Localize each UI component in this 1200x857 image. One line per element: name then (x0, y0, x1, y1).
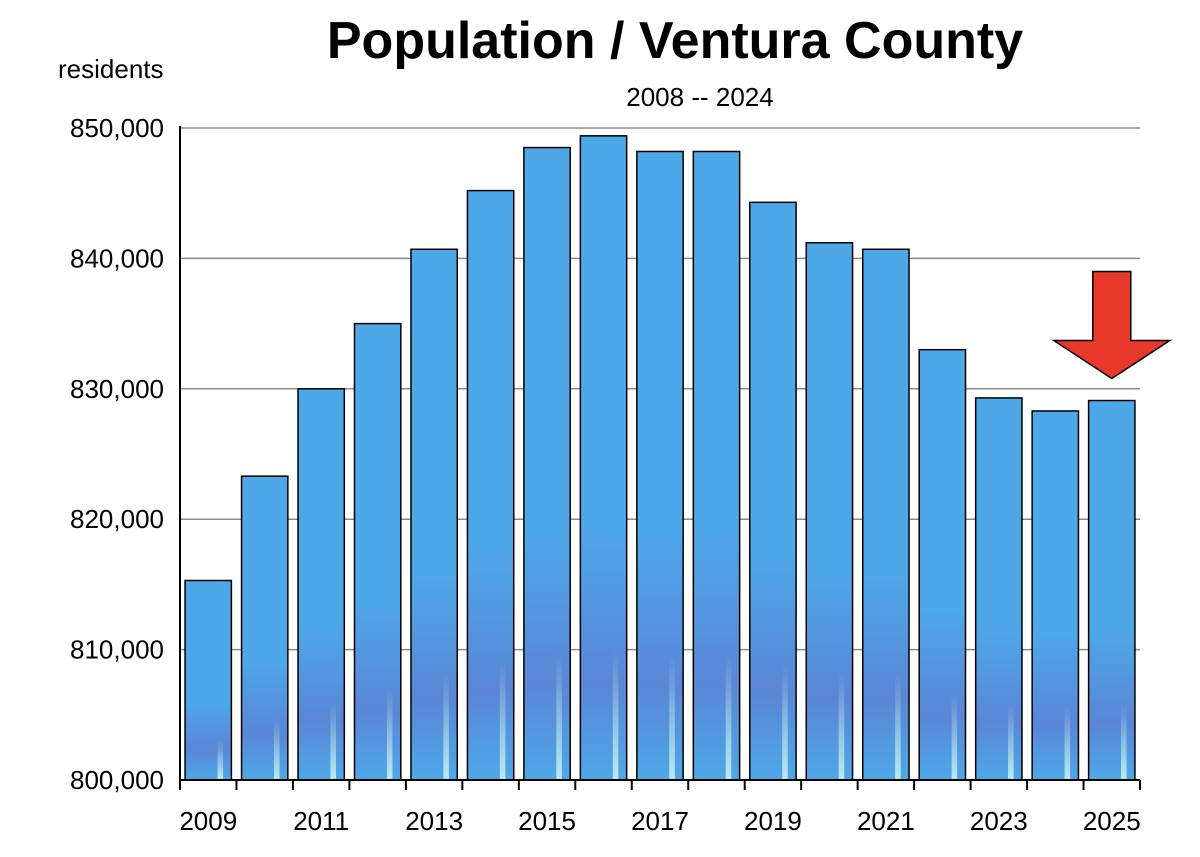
bar (240, 475, 289, 781)
x-tick-label: 2011 (293, 806, 349, 836)
x-tick-label: 2023 (970, 806, 1028, 836)
bar (297, 388, 346, 781)
x-tick-label: 2019 (744, 806, 802, 836)
y-tick-label: 830,000 (70, 374, 164, 404)
bar-highlight (1008, 703, 1014, 780)
bar (466, 189, 515, 781)
chart-subtitle: 2008 -- 2024 (626, 82, 773, 112)
y-tick-label: 850,000 (70, 113, 164, 143)
bar-highlight (669, 654, 675, 780)
x-tick-labels: 2009 2011 2013 2015 2017 2019 2021 2023 2025 (179, 806, 1140, 836)
bar (523, 146, 571, 781)
y-tick-label: 840,000 (70, 243, 164, 273)
x-tick-label: 2025 (1083, 806, 1141, 836)
bar (749, 201, 797, 781)
bar-highlight (725, 654, 732, 780)
x-tick-label: 2017 (631, 806, 689, 836)
bar (410, 248, 459, 781)
bar (861, 248, 910, 781)
bar-highlight (612, 651, 619, 780)
bar (353, 322, 402, 781)
x-tick-label: 2009 (179, 806, 237, 836)
bars (184, 135, 1136, 781)
x-tick-label: 2013 (405, 806, 463, 836)
bar (1031, 410, 1080, 781)
bar-highlight (499, 662, 506, 780)
bar (636, 150, 684, 781)
axes (179, 126, 1141, 790)
y-tick-label: 810,000 (70, 635, 164, 665)
bar-highlight (951, 693, 958, 780)
bar-highlight (895, 673, 901, 780)
y-tick-label: 820,000 (70, 504, 164, 534)
bar-highlight (838, 672, 845, 780)
bar (579, 135, 628, 781)
y-axis-label: residents (58, 54, 164, 84)
bar (974, 397, 1023, 781)
bar-highlight (782, 664, 788, 780)
bar-highlight (273, 719, 280, 780)
bar (1087, 399, 1136, 781)
annotations (1051, 270, 1173, 380)
bar-highlight (1064, 706, 1071, 780)
bar (805, 242, 854, 781)
chart-title: Population / Ventura County (327, 12, 1023, 70)
down-arrow-icon (1051, 270, 1173, 380)
bar-highlight (330, 701, 336, 780)
bar-highlight (386, 688, 393, 780)
bar-highlight (1121, 704, 1127, 780)
bar-highlight (217, 740, 224, 780)
bar (918, 348, 967, 781)
bar-highlight (556, 653, 562, 780)
x-tick-label: 2021 (857, 806, 915, 836)
bar-highlight (443, 673, 449, 780)
y-tick-label: 800,000 (70, 765, 164, 795)
y-tick-labels: 800,000 810,000 820,000 830,000 840,000 850,0… (70, 113, 164, 795)
bar (184, 579, 233, 781)
bar (692, 150, 741, 781)
x-tick-label: 2015 (518, 806, 576, 836)
